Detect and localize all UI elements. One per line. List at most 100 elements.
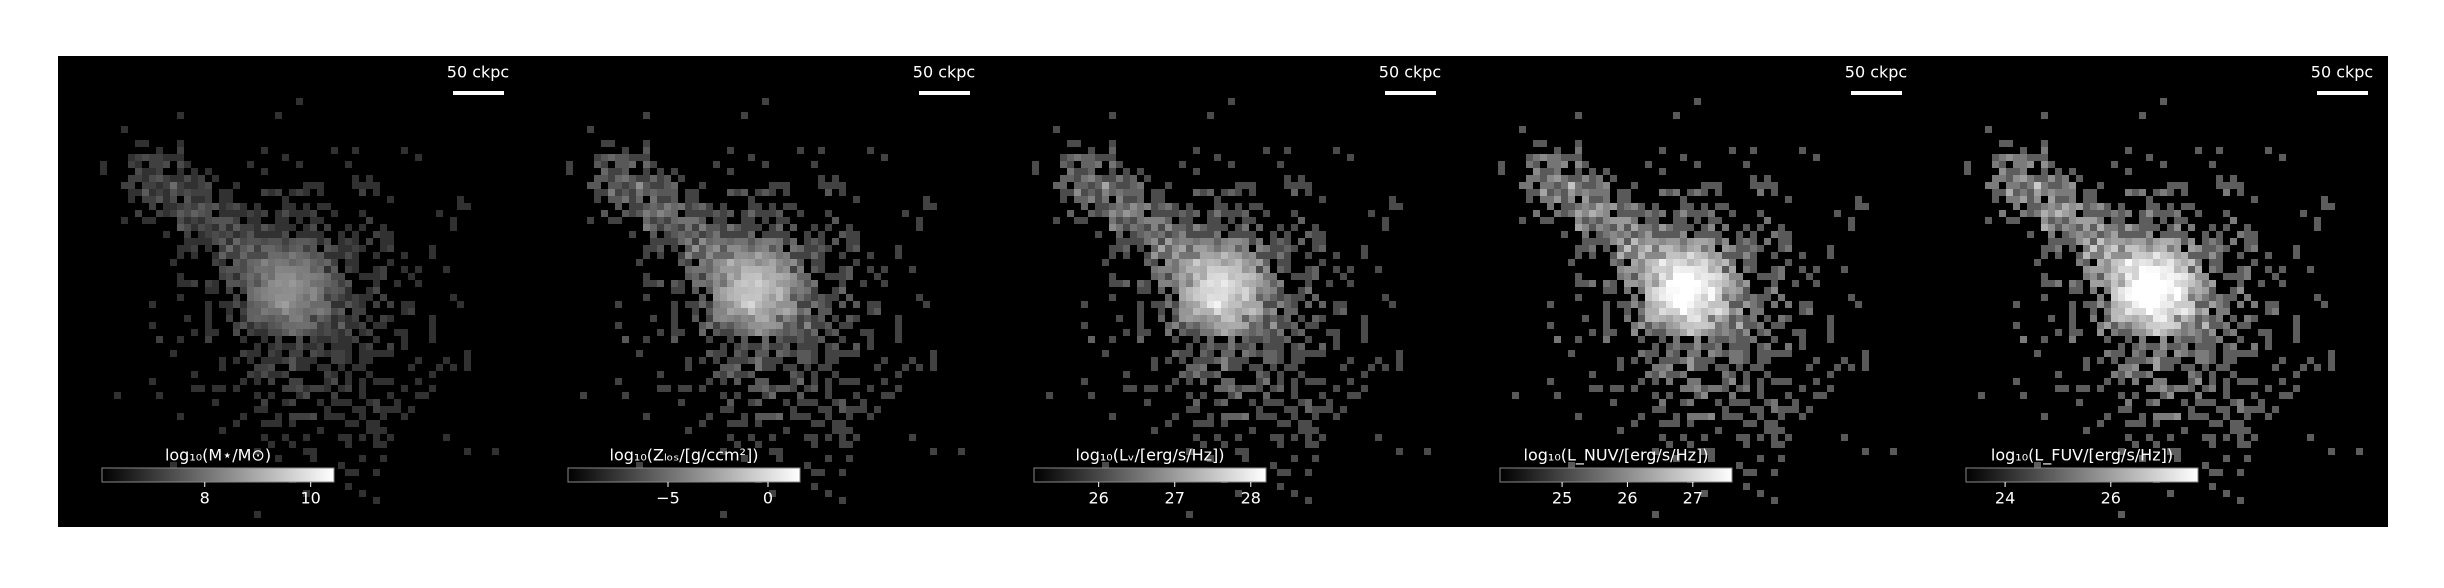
pixel	[450, 294, 457, 301]
pixel	[1638, 315, 1645, 322]
pixel	[2251, 301, 2258, 308]
pixel	[1582, 196, 1589, 203]
pixel	[797, 147, 804, 154]
pixel	[1743, 252, 1750, 259]
pixel	[1736, 385, 1743, 392]
pixel	[1999, 140, 2006, 147]
pixel	[2132, 287, 2139, 294]
pixel	[2111, 231, 2118, 238]
pixel	[699, 224, 706, 231]
pixel	[643, 252, 650, 259]
pixel	[366, 287, 373, 294]
pixel	[755, 329, 762, 336]
pixel	[1186, 252, 1193, 259]
pixel	[1743, 301, 1750, 308]
pixel	[643, 154, 650, 161]
pixel	[1221, 259, 1228, 266]
pixel	[692, 203, 699, 210]
pixel	[1193, 420, 1200, 427]
pixel	[1701, 203, 1708, 210]
pixel	[1284, 231, 1291, 238]
pixel	[1214, 308, 1221, 315]
pixel	[373, 469, 380, 476]
pixel	[678, 329, 685, 336]
pixel	[380, 238, 387, 245]
pixel	[2223, 273, 2230, 280]
pixel	[1813, 392, 1820, 399]
pixel	[811, 420, 818, 427]
pixel	[2041, 112, 2048, 119]
pixel	[853, 231, 860, 238]
pixel	[1305, 350, 1312, 357]
pixel	[2195, 336, 2202, 343]
pixel	[1305, 280, 1312, 287]
pixel	[608, 217, 615, 224]
pixel	[1095, 210, 1102, 217]
pixel	[289, 210, 296, 217]
pixel	[888, 392, 895, 399]
pixel	[1214, 266, 1221, 273]
pixel	[685, 259, 692, 266]
pixel	[2167, 294, 2174, 301]
pixel	[135, 189, 142, 196]
pixel	[2132, 308, 2139, 315]
pixel	[2132, 259, 2139, 266]
pixel	[734, 273, 741, 280]
pixel	[1263, 308, 1270, 315]
pixel	[853, 392, 860, 399]
pixel	[1701, 434, 1708, 441]
pixel	[783, 280, 790, 287]
pixel	[643, 112, 650, 119]
pixel	[1151, 224, 1158, 231]
pixel	[839, 441, 846, 448]
pixel	[741, 371, 748, 378]
pixel	[359, 385, 366, 392]
pixel	[832, 315, 839, 322]
pixel	[247, 252, 254, 259]
pixel	[1081, 189, 1088, 196]
pixel	[247, 315, 254, 322]
pixel	[2027, 189, 2034, 196]
pixel	[247, 266, 254, 273]
pixel	[685, 210, 692, 217]
pixel	[1666, 280, 1673, 287]
pixel	[2041, 252, 2048, 259]
pixel	[317, 294, 324, 301]
pixel	[1053, 217, 1060, 224]
pixel	[1645, 329, 1652, 336]
pixel	[2076, 385, 2083, 392]
pixel	[769, 343, 776, 350]
pixel	[1179, 217, 1186, 224]
pixel	[1235, 364, 1242, 371]
pixel	[1687, 420, 1694, 427]
pixel	[2160, 301, 2167, 308]
pixel	[825, 343, 832, 350]
pixel	[387, 392, 394, 399]
pixel	[2265, 301, 2272, 308]
pixel	[2202, 252, 2209, 259]
pixel	[818, 301, 825, 308]
pixel	[184, 203, 191, 210]
pixel	[1750, 301, 1757, 308]
pixel	[2293, 252, 2300, 259]
pixel	[226, 252, 233, 259]
pixel	[303, 343, 310, 350]
pixel	[282, 196, 289, 203]
pixel	[1624, 210, 1631, 217]
pixel	[1589, 175, 1596, 182]
pixel	[254, 287, 261, 294]
pixel	[762, 294, 769, 301]
pixel	[1708, 350, 1715, 357]
pixel	[1088, 210, 1095, 217]
pixel	[233, 245, 240, 252]
pixel	[261, 420, 268, 427]
pixel	[629, 175, 636, 182]
pixel	[163, 210, 170, 217]
pixel	[1771, 336, 1778, 343]
pixel	[1568, 175, 1575, 182]
pixel	[1722, 266, 1729, 273]
pixel	[734, 357, 741, 364]
pixel	[1116, 196, 1123, 203]
pixel	[1764, 287, 1771, 294]
pixel	[755, 266, 762, 273]
